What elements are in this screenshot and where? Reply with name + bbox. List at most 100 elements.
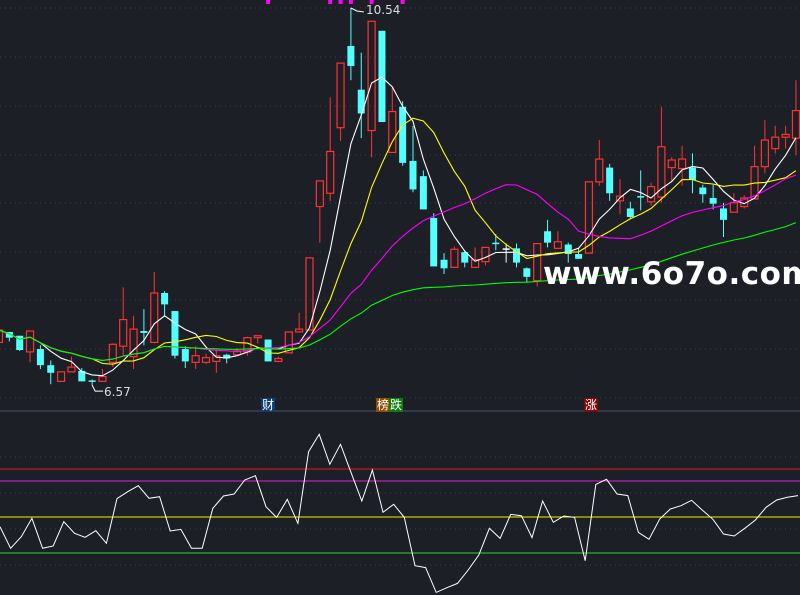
candle-body xyxy=(688,167,696,180)
candlesticks xyxy=(0,8,800,386)
watermark: www.6o7o.com xyxy=(543,256,800,292)
candle xyxy=(667,157,676,181)
candle xyxy=(720,202,727,237)
candle xyxy=(553,231,563,249)
candle xyxy=(388,87,397,154)
event-tag-fall[interactable]: 跌 xyxy=(389,398,404,412)
candle xyxy=(492,234,500,251)
candle-body xyxy=(564,244,572,255)
candle-body xyxy=(67,366,76,373)
candle xyxy=(657,106,666,203)
candle-body xyxy=(720,208,727,220)
candle-body xyxy=(513,248,520,263)
candle xyxy=(315,180,324,243)
candle-body xyxy=(657,146,666,198)
candle-body xyxy=(492,242,500,245)
candle xyxy=(16,335,24,351)
candle xyxy=(595,140,604,186)
signal-marker xyxy=(369,0,374,4)
candle-body xyxy=(88,380,96,382)
extreme-annotations xyxy=(91,7,364,392)
candle xyxy=(461,250,469,268)
candle xyxy=(336,62,345,141)
candle xyxy=(626,201,634,219)
high-price-label: 10.54 xyxy=(366,3,401,17)
candle xyxy=(305,257,314,331)
indicator-panel xyxy=(0,433,799,594)
candle-body xyxy=(709,198,717,204)
candle-body xyxy=(409,160,417,190)
candle xyxy=(78,368,86,382)
candle xyxy=(688,153,696,194)
candle-body xyxy=(699,187,707,195)
candle-body xyxy=(161,293,169,305)
candle-body xyxy=(181,349,189,362)
ma5-line xyxy=(0,76,797,377)
candle xyxy=(25,330,35,363)
candle-body xyxy=(201,357,211,363)
candle-body xyxy=(584,181,594,254)
candle xyxy=(191,346,200,369)
candle-body xyxy=(16,335,24,350)
candle xyxy=(119,287,128,356)
candle-body xyxy=(5,331,13,338)
candle-body xyxy=(253,335,262,339)
candle-body xyxy=(367,20,376,132)
candle-body xyxy=(212,355,221,363)
event-tag-list[interactable]: 榜 xyxy=(376,398,391,412)
candle-body xyxy=(119,319,128,347)
candle xyxy=(295,312,304,333)
candle-body xyxy=(606,167,614,194)
candle-body xyxy=(98,376,107,382)
candle-body xyxy=(171,311,179,356)
candle xyxy=(212,349,221,373)
candle xyxy=(378,30,386,122)
candle-body xyxy=(419,176,427,210)
candle-body xyxy=(56,371,66,382)
candle xyxy=(729,193,738,213)
candle xyxy=(399,101,407,166)
candle-body xyxy=(140,331,148,333)
candle-body xyxy=(284,331,293,354)
candle xyxy=(471,247,480,268)
candle xyxy=(440,253,448,274)
candle-body xyxy=(430,217,438,267)
candle xyxy=(181,346,189,369)
candle xyxy=(284,331,293,354)
candle xyxy=(750,145,759,200)
candle xyxy=(129,315,138,369)
candle xyxy=(677,145,687,186)
candle-body xyxy=(615,195,625,202)
candle xyxy=(615,179,625,215)
candle-body xyxy=(274,357,283,362)
event-tag-finance[interactable]: 财 xyxy=(261,398,276,412)
candle xyxy=(367,20,376,158)
candle-body xyxy=(471,259,480,268)
candle-body xyxy=(78,370,86,382)
candle-body xyxy=(264,339,272,362)
candle-body xyxy=(760,139,770,168)
candle xyxy=(513,243,520,268)
candle xyxy=(709,184,717,210)
candle-body xyxy=(461,252,469,263)
candle-body xyxy=(575,254,583,259)
candle-body xyxy=(595,158,604,183)
candle xyxy=(357,52,365,139)
candle xyxy=(36,345,44,369)
candle xyxy=(274,356,283,362)
candle xyxy=(264,339,272,362)
candle-body xyxy=(378,30,386,122)
event-tag-rise[interactable]: 涨 xyxy=(584,398,599,412)
candle xyxy=(0,329,4,343)
indicator-reference-lines xyxy=(0,468,800,554)
low-price-label: 6.57 xyxy=(104,385,131,399)
candle-body xyxy=(677,158,687,170)
signal-marker xyxy=(328,0,333,4)
candle-body xyxy=(223,354,231,359)
candle-body xyxy=(347,46,355,66)
candle xyxy=(646,182,656,206)
candle-body xyxy=(523,268,531,277)
signal-marker xyxy=(400,0,405,4)
signal-marker xyxy=(266,0,271,4)
